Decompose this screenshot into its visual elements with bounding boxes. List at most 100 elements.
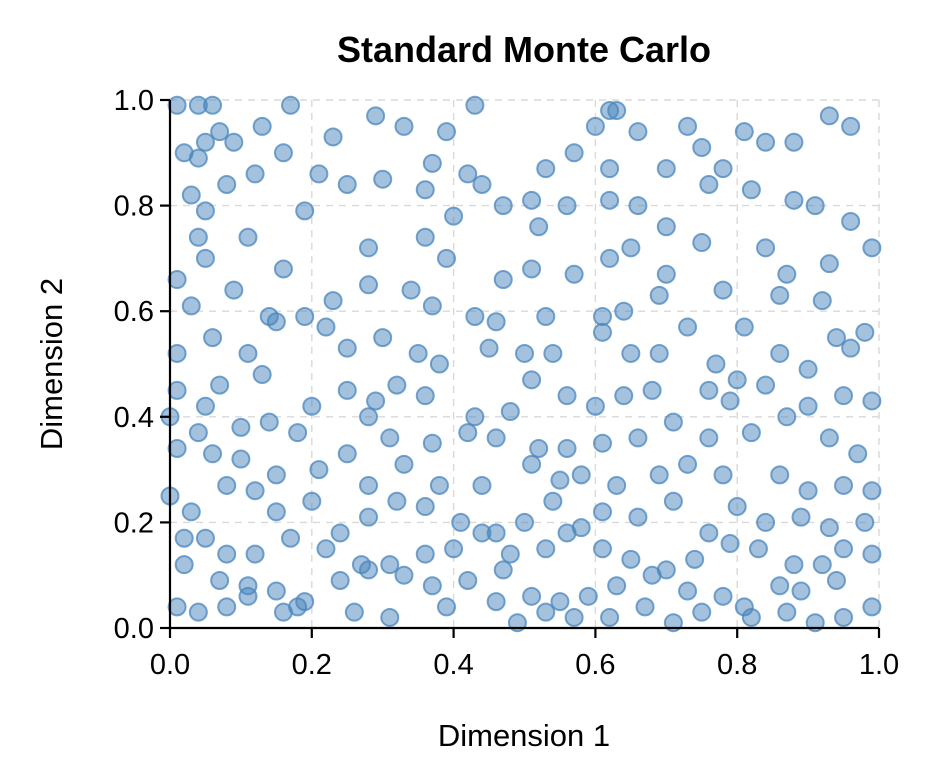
x-tick-label-4: 0.8 xyxy=(717,649,757,681)
data-point-33 xyxy=(756,132,776,152)
data-point-127 xyxy=(500,402,520,422)
data-point-89 xyxy=(649,285,669,305)
y-tick-label-2: 0.4 xyxy=(114,402,154,434)
data-point-90 xyxy=(713,280,733,300)
data-point-46 xyxy=(493,196,513,216)
data-point-152 xyxy=(592,433,612,453)
data-point-164 xyxy=(309,460,329,480)
data-point-92 xyxy=(770,285,790,305)
data-point-34 xyxy=(784,132,804,152)
y-axis-ticks: 0.0 0.2 0.4 0.6 0.8 1.0 xyxy=(114,85,170,645)
data-point-193 xyxy=(543,491,563,511)
data-point-216 xyxy=(536,539,556,559)
data-point-141 xyxy=(231,417,251,437)
data-point-76 xyxy=(181,296,201,316)
y-tick-label-0: 0.0 xyxy=(114,613,154,645)
x-axis-label: Dimension 1 xyxy=(438,718,610,753)
data-point-167 xyxy=(429,475,449,495)
data-point-67 xyxy=(600,248,620,268)
data-point-27 xyxy=(628,122,648,142)
data-point-79 xyxy=(295,306,315,326)
data-point-61 xyxy=(359,238,379,258)
data-point-123 xyxy=(366,391,386,411)
data-point-56 xyxy=(841,211,861,231)
data-point-40 xyxy=(245,164,265,184)
data-point-14 xyxy=(309,164,329,184)
data-point-183 xyxy=(245,481,265,501)
x-tick-label-1: 0.2 xyxy=(292,649,332,681)
data-point-131 xyxy=(614,386,634,406)
data-point-3 xyxy=(281,95,301,115)
data-point-264 xyxy=(635,597,655,617)
data-point-69 xyxy=(656,264,676,284)
data-point-136 xyxy=(798,396,818,416)
data-point-82 xyxy=(401,280,421,300)
data-point-11 xyxy=(224,132,244,152)
data-point-8 xyxy=(188,148,208,168)
data-point-108 xyxy=(592,322,612,342)
data-point-93 xyxy=(812,291,832,311)
data-point-214 xyxy=(472,523,492,543)
x-tick-label-2: 0.4 xyxy=(433,649,473,681)
data-point-63 xyxy=(437,248,457,268)
x-tick-label-0: 0.0 xyxy=(150,649,190,681)
data-point-205 xyxy=(195,528,215,548)
data-point-240 xyxy=(550,592,570,612)
grid-lines xyxy=(169,99,880,629)
data-point-213 xyxy=(444,539,464,559)
data-point-41 xyxy=(295,201,315,221)
data-point-132 xyxy=(642,380,662,400)
data-point-62 xyxy=(415,227,435,247)
data-point-105 xyxy=(479,338,499,358)
data-point-244 xyxy=(678,581,698,601)
data-point-165 xyxy=(359,475,379,495)
data-point-262 xyxy=(564,607,584,627)
data-point-203 xyxy=(855,512,875,532)
data-point-218 xyxy=(592,539,612,559)
data-point-98 xyxy=(238,343,258,363)
data-point-4 xyxy=(465,95,485,115)
data-point-25 xyxy=(585,116,605,136)
data-point-226 xyxy=(834,539,854,559)
data-point-253 xyxy=(238,586,258,606)
data-point-199 xyxy=(727,497,747,517)
data-point-0 xyxy=(167,95,187,115)
data-point-204 xyxy=(174,528,194,548)
y-tick-label-5: 1.0 xyxy=(114,85,154,117)
data-point-206 xyxy=(217,544,237,564)
data-point-208 xyxy=(281,528,301,548)
data-point-235 xyxy=(394,565,414,585)
data-point-159 xyxy=(848,444,868,464)
data-point-129 xyxy=(557,386,577,406)
data-point-184 xyxy=(266,502,286,522)
data-point-223 xyxy=(748,539,768,559)
data-point-24 xyxy=(564,143,584,163)
data-point-188 xyxy=(387,491,407,511)
data-point-243 xyxy=(642,565,662,585)
data-point-12 xyxy=(252,116,272,136)
data-point-258 xyxy=(437,597,457,617)
data-point-91 xyxy=(734,317,754,337)
data-point-124 xyxy=(387,375,407,395)
data-point-207 xyxy=(245,544,265,564)
data-point-68 xyxy=(621,238,641,258)
data-point-247 xyxy=(770,576,790,596)
data-point-53 xyxy=(741,180,761,200)
data-point-142 xyxy=(259,412,279,432)
data-point-95 xyxy=(855,322,875,342)
data-point-74 xyxy=(862,238,882,258)
data-point-236 xyxy=(422,576,442,596)
data-point-134 xyxy=(720,391,740,411)
data-point-55 xyxy=(805,196,825,216)
data-point-43 xyxy=(373,169,393,189)
data-point-22 xyxy=(522,190,542,210)
data-point-160 xyxy=(167,438,187,458)
y-axis-label: Dimension 2 xyxy=(34,278,69,450)
data-point-50 xyxy=(628,196,648,216)
data-point-18 xyxy=(422,153,442,173)
data-point-113 xyxy=(727,370,747,390)
data-point-227 xyxy=(862,544,882,564)
data-point-249 xyxy=(826,570,846,590)
data-point-185 xyxy=(302,491,322,511)
